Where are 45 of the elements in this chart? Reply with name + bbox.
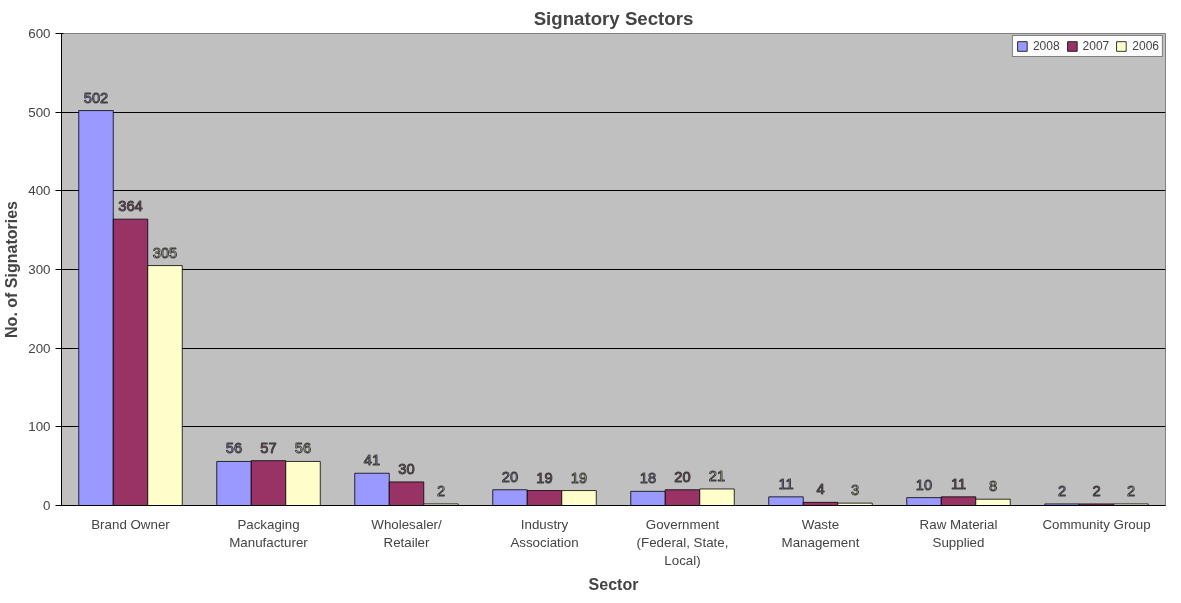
data-label: 30 [398,460,415,477]
y-tick-label: 0 [43,498,51,513]
data-label: 2 [1092,482,1101,499]
data-label: 10 [915,476,933,493]
data-label: 56 [225,440,243,457]
data-label: 502 [83,89,109,106]
x-tick-label: Raw Material Supplied [919,516,998,550]
x-tick-label: Industry Association [510,516,579,550]
y-tick-label: 600 [28,26,51,41]
x-tick-label: Brand Owner [91,516,171,532]
data-label: 11 [950,475,967,492]
x-tick-label: Community Group [1042,516,1151,532]
y-axis-title: No. of Signatories [3,200,21,338]
y-tick-label: 300 [28,262,51,277]
data-label: 2 [1126,482,1136,499]
x-axis-title: Sector [588,575,639,593]
data-label: 4 [816,481,825,498]
data-label: 2 [1057,482,1067,499]
legend-label: 2008 [1032,39,1060,53]
data-label: 19 [536,469,553,486]
data-label: 57 [260,439,277,456]
y-tick-label: 400 [28,183,51,199]
data-label: 20 [674,468,691,485]
y-tick-label: 200 [28,340,51,356]
x-tick-label: Government (Federal, State, Local) [636,516,729,568]
x-tick-label: Wholesaler/ Retailer [371,516,442,550]
data-label: 3 [850,482,860,499]
data-label: 11 [778,475,794,492]
data-label: 20 [501,468,519,485]
legend-label: 2007 [1082,39,1110,53]
data-label: 18 [639,470,657,487]
x-tick-label: Waste Management [781,516,860,550]
legend-label: 2006 [1132,39,1159,53]
x-tick-label: Packaging Manufacturer [229,516,309,550]
data-label: 364 [118,198,143,215]
y-tick-label: 100 [28,419,51,435]
y-tick-label: 500 [28,104,51,120]
data-label: 2 [436,482,446,499]
data-label: 8 [988,478,998,495]
data-label: 56 [294,440,312,457]
data-label: 19 [570,469,588,486]
data-label: 305 [152,244,178,261]
data-label: 21 [708,467,726,484]
chart-title: Signatory Sectors [533,7,694,29]
data-label: 41 [363,452,381,469]
